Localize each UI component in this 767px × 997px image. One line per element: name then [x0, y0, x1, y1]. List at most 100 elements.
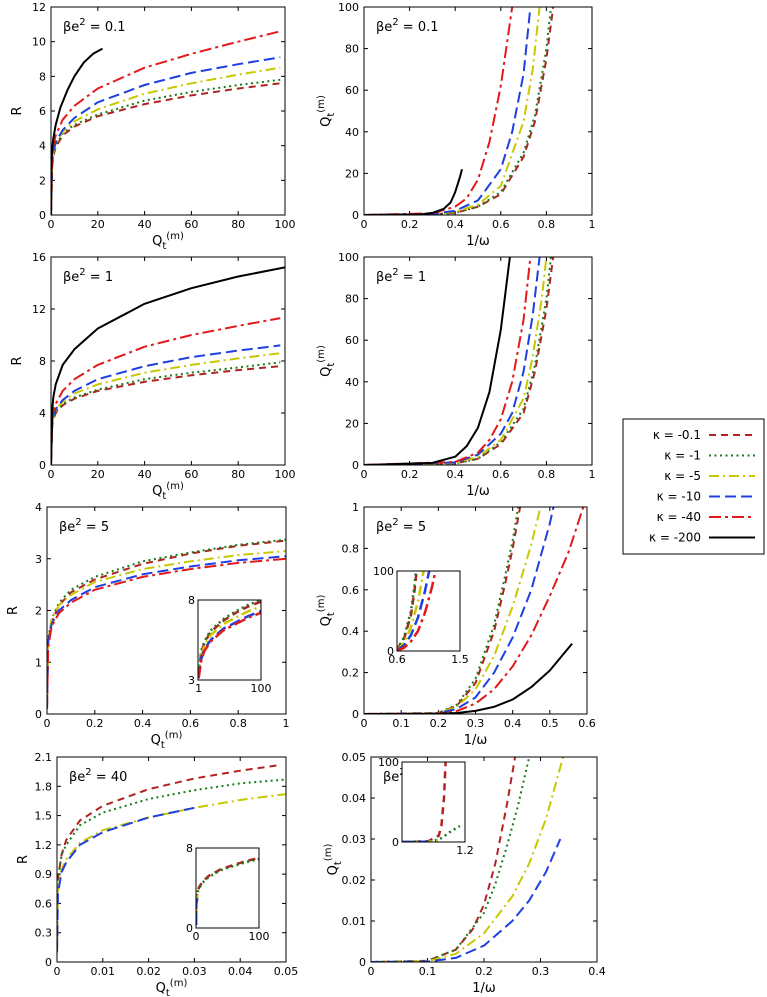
panel-annotation: βe2 = 0.1	[376, 17, 439, 35]
r3c2-inset-series-2	[397, 571, 425, 651]
y-tick-label: 2	[39, 174, 46, 187]
inset-frame	[195, 847, 260, 929]
r4c2-series-2	[371, 757, 565, 962]
r2c2-series-1	[364, 257, 552, 465]
y-tick-label: 0.3	[35, 927, 53, 940]
y-tick-label: 60	[345, 84, 359, 97]
x-tick-label: 80	[231, 218, 245, 231]
x-tick-label: 100	[275, 468, 296, 481]
r3c2-inset-series-4	[397, 571, 437, 651]
y-tick-label: 10	[32, 36, 46, 49]
inset-frame	[401, 761, 466, 843]
inset-x-tick-label: 1	[195, 682, 202, 695]
x-tick-label: 20	[91, 468, 105, 481]
y-tick-label: 80	[345, 293, 359, 306]
y-tick-label: 0.05	[342, 751, 367, 764]
y-tick-label: 40	[345, 126, 359, 139]
y-tick-label: 4	[39, 407, 46, 420]
y-tick-label: 0	[35, 708, 42, 721]
inset-y-tick-label: 0	[186, 922, 193, 935]
x-tick-label: 0	[44, 717, 51, 730]
y-tick-label: 4	[35, 501, 42, 514]
x-tick-label: 0.03	[182, 965, 207, 978]
y-tick-label: 20	[345, 417, 359, 430]
y-tick-label: 0.01	[342, 915, 367, 928]
y-axis-label: R	[10, 106, 25, 115]
y-tick-label: 0	[39, 459, 46, 472]
r3c2-inset-series-1	[397, 571, 418, 651]
r1c2-series-5	[364, 168, 463, 215]
r2c2-series-2	[364, 257, 548, 465]
x-tick-label: 0.8	[538, 218, 556, 231]
x-tick-label: 0	[361, 218, 368, 231]
y-tick-label: 8	[39, 70, 46, 83]
inset-x-tick-label: 1.5	[451, 653, 469, 666]
x-tick-label: 0.01	[91, 965, 116, 978]
panel-annotation: βe2 = 5	[59, 517, 109, 535]
r2c2-series-4	[364, 257, 532, 465]
r2c1-series-1	[51, 361, 281, 465]
x-tick-label: 0.6	[492, 468, 510, 481]
x-tick-label: 0.6	[492, 218, 510, 231]
inset-r4c1: 0 100 0 8	[186, 842, 270, 943]
x-tick-label: 0.2	[401, 468, 419, 481]
y-axis-label: Qt(m)	[323, 844, 344, 876]
r1c1-series-1	[51, 78, 281, 215]
x-axis-label: Qt(m)	[152, 481, 184, 502]
r2c2-series-0	[364, 257, 555, 465]
inset-x-tick-label: 1.2	[456, 844, 474, 857]
r3c2-series-4	[364, 507, 585, 714]
legend-label: κ = -200	[649, 531, 701, 545]
y-tick-label: 1	[35, 656, 42, 669]
x-tick-label: 0	[54, 965, 61, 978]
r2c1-series-2	[51, 352, 281, 465]
legend-box	[622, 418, 765, 555]
y-tick-label: 3	[35, 553, 42, 566]
x-tick-label: 1	[283, 717, 290, 730]
y-tick-label: 0	[352, 708, 359, 721]
inset-r4c2: 1.2 0 100	[378, 756, 474, 857]
x-tick-label: 0.2	[430, 717, 448, 730]
panel-r1c2: 0 0.2 0.4 0.6 0.8 1 0 20 40 60 80 100 1/ω Qt(m) βe2 = …	[316, 1, 596, 249]
r1c1-series-4	[51, 30, 281, 215]
y-tick-label: 0	[359, 956, 366, 969]
inset-y-tick-label: 100	[373, 565, 394, 578]
inset-y-tick-label: 3	[188, 674, 195, 687]
inset-y-tick-label: 100	[378, 756, 399, 769]
panel-annotation: βe2 = 1	[63, 267, 113, 285]
y-tick-label: 100	[338, 1, 359, 14]
y-tick-label: 0	[39, 209, 46, 222]
x-tick-label: 0.4	[134, 717, 152, 730]
y-tick-label: 0.6	[35, 897, 53, 910]
x-tick-label: 20	[91, 218, 105, 231]
panel-annotation: βe2 = 0.1	[63, 17, 126, 35]
x-tick-label: 1	[589, 468, 596, 481]
plot-frame	[363, 256, 593, 466]
plot-frame	[46, 506, 287, 715]
inset-r3c1: 1 100 3 8	[188, 594, 272, 695]
y-tick-label: 60	[345, 334, 359, 347]
x-tick-label: 0.2	[401, 218, 419, 231]
x-axis-label: Qt(m)	[151, 730, 183, 751]
y-tick-label: 2.1	[35, 751, 53, 764]
legend-label: κ = -1	[664, 449, 701, 463]
inset-background	[198, 600, 261, 680]
panel-annotation: βe2 = 40	[69, 767, 127, 785]
r2c2-series-5	[364, 257, 511, 465]
y-axis-label: Qt(m)	[316, 345, 337, 377]
r1c1-series-3	[51, 56, 281, 215]
r3c2-inset-series-0	[397, 571, 418, 651]
y-tick-label: 1.8	[35, 780, 53, 793]
plot-frame	[50, 6, 286, 216]
x-tick-label: 0.4	[504, 717, 522, 730]
x-axis-label: 1/ω	[464, 733, 488, 748]
inset-r3c2: 0.6 1.5 0 100	[373, 565, 469, 666]
panel-annotation: βe2 = 1	[376, 267, 426, 285]
x-tick-label: 60	[184, 468, 198, 481]
x-tick-label: 0.8	[229, 717, 247, 730]
y-tick-label: 0.03	[342, 833, 367, 846]
inset-x-tick-label: 100	[249, 930, 270, 943]
y-tick-label: 20	[345, 167, 359, 180]
x-tick-label: 0.4	[446, 218, 464, 231]
